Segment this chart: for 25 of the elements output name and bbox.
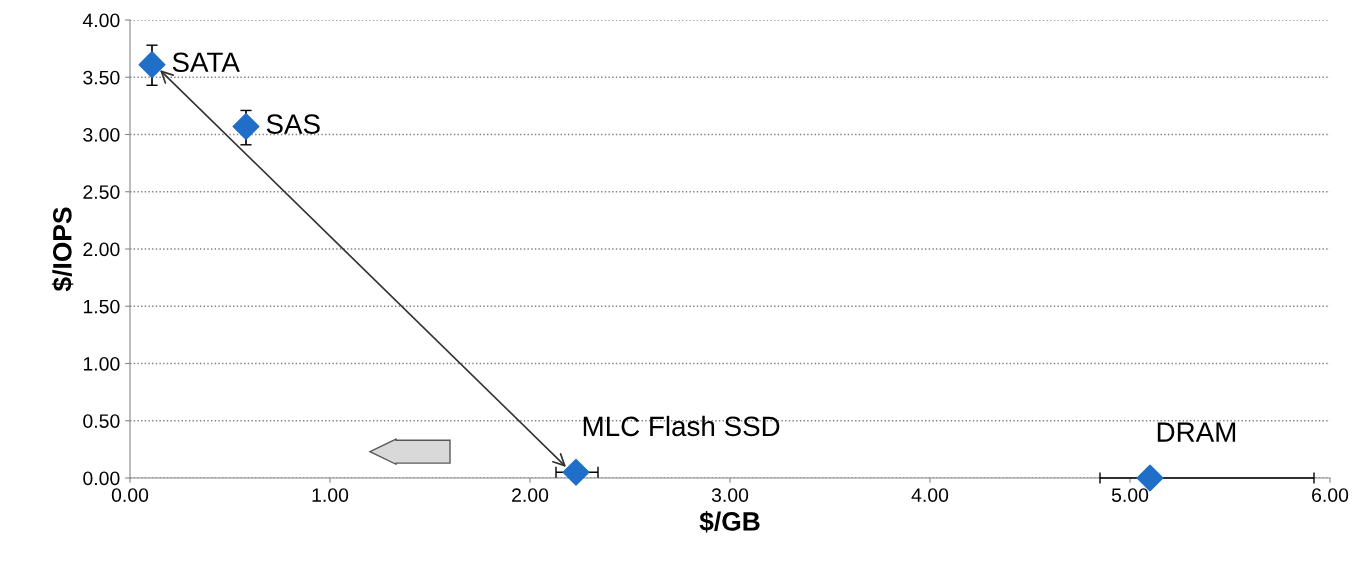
y-tick-label: 3.00	[83, 127, 120, 142]
x-tick-label: 0.00	[111, 488, 149, 502]
y-tick-label: 1.50	[83, 299, 120, 314]
x-tick-label: 6.00	[1312, 488, 1349, 502]
y-tick-label: 0.00	[83, 471, 120, 486]
y-axis-title: $/IOPS	[51, 207, 74, 292]
y-tick-label: 3.50	[83, 70, 120, 85]
y-tick-label: 1.00	[83, 356, 120, 371]
y-tick-label: 0.50	[83, 414, 120, 428]
point	[138, 51, 166, 79]
point	[232, 112, 260, 140]
y-tick-label: 4.00	[82, 13, 120, 28]
point	[562, 458, 590, 486]
x-tick-label: 5.00	[1111, 488, 1149, 502]
annotation: SATA	[172, 52, 240, 73]
annotation: SAS	[266, 114, 320, 134]
annotation: MLC Flash SSD	[583, 415, 780, 437]
x-tick-label: 4.00	[911, 488, 949, 502]
annotation: DRAM	[1157, 422, 1236, 442]
x-tick-label: 2.00	[512, 488, 549, 502]
y-tick-label: 2.00	[83, 242, 120, 257]
x-tick-label: 1.00	[312, 488, 349, 502]
y-tick-label: 2.50	[83, 185, 120, 199]
x-axis-title: $/GB	[699, 510, 760, 533]
x-tick-label: 3.00	[711, 488, 749, 502]
